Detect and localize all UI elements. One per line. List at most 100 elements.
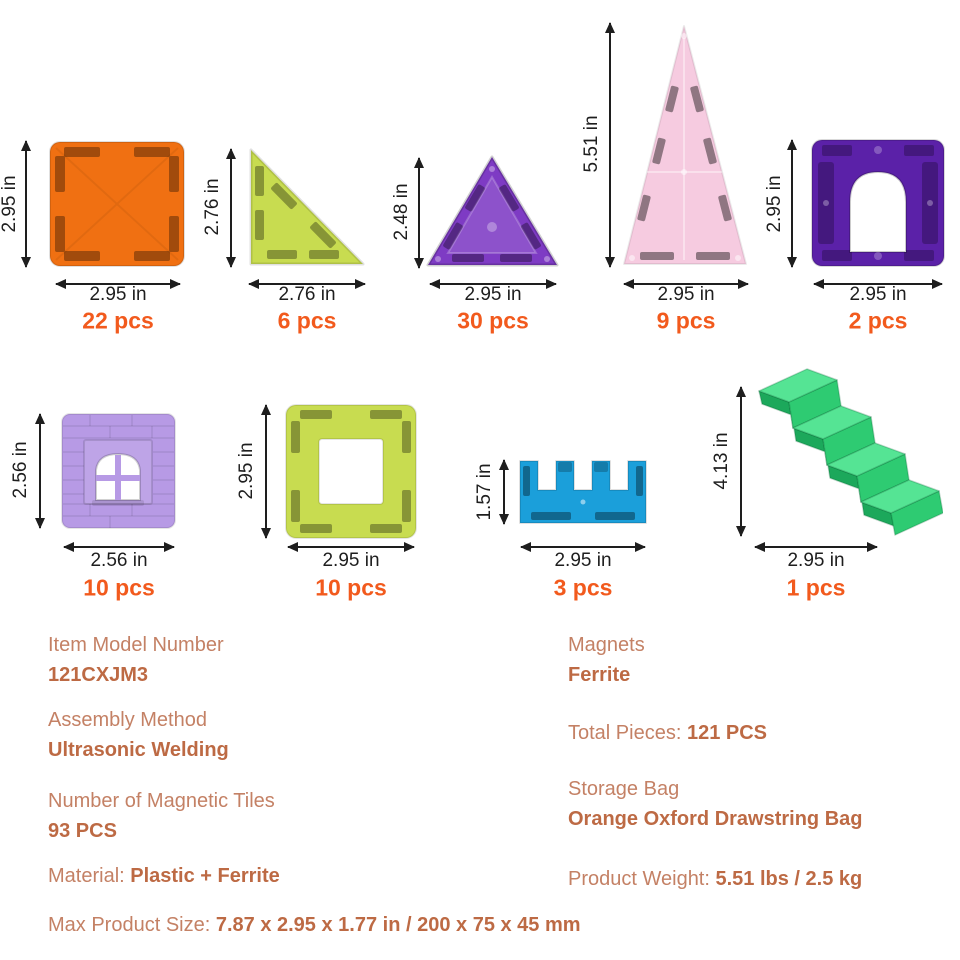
dimension-arrow-horizontal [429,279,557,289]
green-stairs-piece [758,368,943,536]
spec-label: Assembly Method [48,709,207,731]
dimension-arrow-horizontal [248,279,366,289]
dimension-arrow-vertical [21,140,31,268]
dimension-width-label: 2.95 in [657,284,715,305]
green-frame-tile [285,404,417,539]
spec-label: Material: [48,865,131,887]
dimension-width-label: 2.95 in [787,550,845,571]
stairs-tread [826,442,906,477]
magnet-strips [255,166,339,259]
blue-fence-tile [519,460,647,524]
dimension-width-label: 2.95 in [89,284,147,305]
piece-count: 10 pcs [83,574,155,601]
window-mullion-horizontal [96,475,140,481]
brick-texture [63,415,174,528]
purple-triangle-tile [426,155,559,267]
dimension-arrow-horizontal [623,279,749,289]
spec-value: Ultrasonic Welding [48,739,229,761]
dimension-height-label: 2.56 in [10,441,31,499]
magnet-strips [637,85,732,260]
stairs-tread [758,368,838,403]
pink-tall-triangle-tile [623,25,747,265]
piece-count: 10 pcs [315,574,387,601]
spec-assembly-method: Assembly Method Ultrasonic Welding [48,705,229,765]
dimension-arrow-vertical [261,404,271,539]
piece-count: 22 pcs [82,307,154,334]
dimension-height-label: 2.95 in [0,175,20,233]
spec-value: Plastic + Ferrite [130,865,280,887]
magnet-strips [443,184,541,262]
dimension-arrow-horizontal [287,542,415,552]
spec-max-product-size: Max Product Size: 7.87 x 2.95 x 1.77 in … [48,910,581,940]
spec-total-pieces: Total Pieces: 121 PCS [568,718,767,748]
dimension-arrow-vertical [736,386,746,537]
green-right-triangle-tile [249,148,365,266]
spec-magnets: Magnets Ferrite [568,630,645,690]
magnet-strips [523,466,643,520]
magnet-strips [291,410,411,533]
dimension-arrow-vertical [787,139,797,268]
spec-label: Number of Magnetic Tiles [48,790,275,812]
prong-caps [558,462,608,472]
dimension-height-label: 1.57 in [474,463,495,521]
spec-label: Magnets [568,634,645,656]
dimension-height-label: 2.76 in [202,178,223,236]
inner-triangle-detail [446,175,538,254]
frame-opening [318,438,384,505]
dimension-arrow-horizontal [520,542,646,552]
stairs-tread [792,405,872,440]
lavender-window-tile [61,413,176,529]
piece-count: 2 pcs [848,307,908,334]
dimension-arrow-horizontal [754,542,878,552]
inset-panels [818,145,938,261]
dimension-width-label: 2.95 in [849,284,907,305]
dimension-arrow-horizontal [63,542,175,552]
spec-label: Max Product Size: [48,914,216,936]
spec-value: Orange Oxford Drawstring Bag [568,808,863,830]
dimension-arrow-horizontal [813,279,943,289]
piece-count: 1 pcs [786,574,846,601]
dimension-arrow-vertical [499,459,509,525]
tile-diagonal-lines [55,147,179,261]
stairs-tread [860,479,940,514]
dimension-height-label: 5.51 in [581,115,602,173]
piece-count: 30 pcs [457,307,529,334]
purple-arch-tile [811,139,945,267]
dimension-height-label: 2.48 in [391,183,412,241]
piece-count: 6 pcs [277,307,337,334]
dimension-arrow-horizontal [55,279,181,289]
dimension-arrow-vertical [35,413,45,529]
dimension-arrow-vertical [605,22,615,268]
spec-label: Item Model Number [48,634,224,656]
dimension-width-label: 2.56 in [90,550,148,571]
arch-opening [849,170,907,253]
dimension-width-label: 2.95 in [322,550,380,571]
spec-storage-bag: Storage Bag Orange Oxford Drawstring Bag [568,774,863,834]
orange-square-tile [49,141,185,267]
dimension-height-label: 2.95 in [236,442,257,500]
spec-value: 5.51 lbs / 2.5 kg [715,868,863,890]
center-rivet [487,222,497,232]
piece-count: 9 pcs [656,307,716,334]
dimension-arrow-vertical [414,157,424,269]
piece-count: 3 pcs [553,574,613,601]
magnet-strips [55,147,179,261]
spec-product-weight: Product Weight: 5.51 lbs / 2.5 kg [568,864,862,894]
dimension-width-label: 2.95 in [464,284,522,305]
spec-label: Storage Bag [568,778,680,800]
spec-material: Material: Plastic + Ferrite [48,861,280,891]
dimension-arrow-vertical [226,148,236,268]
spec-item-model-number: Item Model Number 121CXJM3 [48,630,224,690]
spec-magnetic-tiles-count: Number of Magnetic Tiles 93 PCS [48,786,275,846]
spec-value: 121 PCS [686,722,768,744]
spec-value: 93 PCS [48,820,117,842]
dimension-width-label: 2.76 in [278,284,336,305]
dimension-height-label: 2.95 in [764,175,785,233]
spec-value: 7.87 x 2.95 x 1.77 in / 200 x 75 x 45 mm [215,914,581,936]
spec-label: Total Pieces: [568,722,687,744]
dimension-width-label: 2.95 in [554,550,612,571]
spec-value: Ferrite [568,664,631,686]
window-sill [92,500,144,506]
dimension-height-label: 4.13 in [711,432,732,490]
